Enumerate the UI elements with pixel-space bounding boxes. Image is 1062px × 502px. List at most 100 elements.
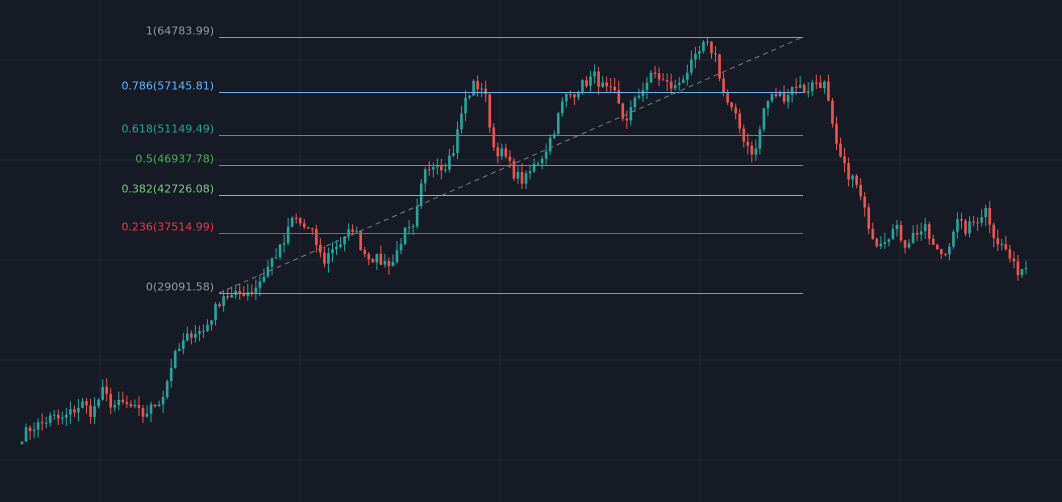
candle-body: [661, 79, 665, 81]
candle-body: [492, 127, 496, 148]
candle-body: [294, 218, 298, 220]
candle-body: [375, 253, 379, 263]
candle-body: [956, 219, 959, 232]
candle: [855, 174, 858, 189]
candle: [815, 74, 818, 90]
candle: [810, 79, 814, 97]
candle-body: [306, 227, 310, 229]
candle-body: [363, 250, 367, 254]
candle-body: [633, 97, 637, 108]
candle-body: [577, 92, 580, 98]
candle: [52, 410, 56, 420]
candle-body: [121, 399, 125, 403]
candle-body: [452, 153, 455, 156]
candle-body: [40, 422, 44, 424]
candle-body: [565, 94, 568, 102]
candle: [77, 398, 80, 422]
candle-body: [190, 333, 193, 338]
candle: [831, 97, 834, 128]
candle-body: [210, 320, 213, 325]
candle-body: [234, 290, 238, 296]
candle: [673, 79, 677, 91]
candle: [97, 397, 100, 409]
candle-body: [109, 393, 113, 408]
candle: [802, 83, 806, 94]
candle: [290, 216, 294, 228]
candle: [996, 229, 1000, 252]
candle: [867, 203, 871, 234]
candle: [931, 234, 935, 245]
candle-body: [198, 331, 201, 334]
candle: [149, 401, 153, 423]
candle-body: [911, 232, 915, 244]
candle-body: [552, 134, 556, 138]
candle-body: [806, 91, 810, 94]
candle: [774, 87, 778, 99]
candle-body: [327, 253, 330, 264]
candle: [839, 137, 842, 158]
candle-body: [202, 330, 205, 332]
candle: [234, 284, 238, 299]
candle-body: [298, 218, 302, 224]
candle-body: [484, 88, 488, 95]
candle-body: [790, 86, 794, 95]
candle: [754, 139, 758, 161]
candle: [762, 107, 766, 133]
candle: [198, 325, 201, 342]
candle: [976, 217, 979, 231]
candle-body: [32, 429, 36, 432]
candle: [657, 67, 661, 86]
candle: [250, 284, 254, 297]
candle-body: [1016, 261, 1020, 276]
candle: [585, 76, 588, 88]
candle: [415, 198, 419, 230]
candle-body: [480, 88, 483, 90]
candle-body: [605, 82, 608, 87]
candle: [645, 77, 649, 99]
candle: [730, 101, 733, 111]
candle: [137, 396, 141, 416]
candle: [476, 75, 479, 97]
candle-body: [569, 94, 572, 96]
candle: [379, 245, 383, 266]
candle: [238, 283, 242, 300]
candle-body: [532, 163, 536, 172]
candle-body: [617, 90, 621, 104]
candle-body: [589, 76, 592, 86]
candle-body: [766, 100, 770, 109]
candle: [851, 174, 854, 188]
fib-trend-line[interactable]: [218, 36, 804, 294]
candle-body: [726, 92, 729, 103]
candle-body: [629, 107, 633, 121]
candle-body: [823, 81, 826, 89]
candle: [36, 418, 40, 438]
candle: [633, 95, 637, 113]
candle: [270, 257, 274, 276]
candle-body: [677, 82, 681, 86]
candle: [605, 76, 608, 94]
candle-body: [754, 148, 758, 155]
fib-level-label: 0.786(57145.81): [121, 80, 214, 93]
candle: [399, 237, 403, 255]
candle: [93, 397, 96, 425]
candle: [242, 286, 246, 297]
candle: [363, 246, 367, 258]
candle: [964, 219, 967, 237]
candle-body: [774, 94, 778, 97]
fib-retracement[interactable]: 1(64783.99) 0.786(57145.81) 0.618(51149.49…: [121, 25, 804, 294]
candle: [714, 46, 717, 63]
candle-body: [940, 249, 943, 255]
candle-body: [895, 225, 899, 229]
candle-body: [903, 240, 907, 248]
candle: [952, 229, 955, 249]
candle-body: [323, 252, 326, 264]
candle-body: [270, 258, 274, 267]
candle-body: [887, 239, 891, 243]
candle: [609, 77, 613, 93]
candle: [544, 143, 548, 165]
candle: [972, 215, 975, 227]
candle-body: [867, 207, 871, 229]
candle-body: [847, 163, 850, 180]
